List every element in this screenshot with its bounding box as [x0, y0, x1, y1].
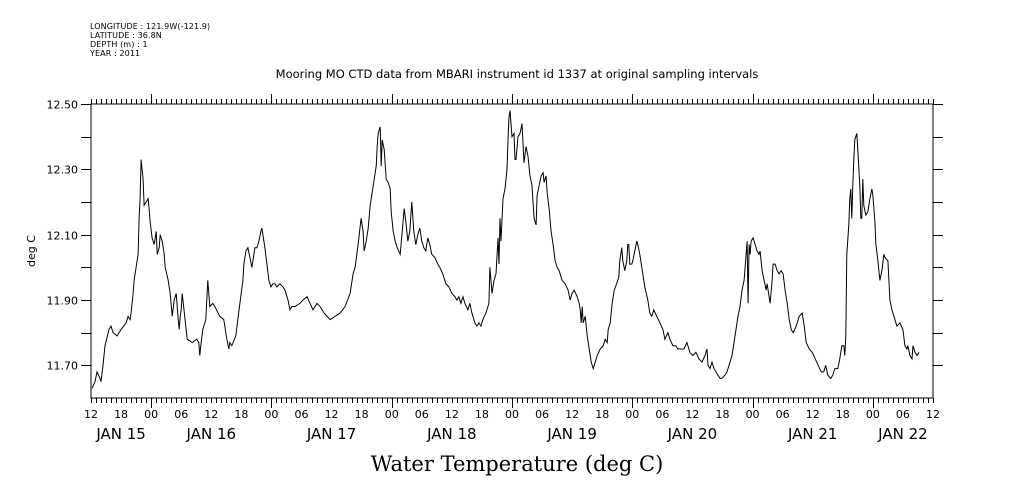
- x-tick-label: 00: [264, 408, 278, 421]
- x-tick-label: 18: [836, 408, 850, 421]
- x-tick-label: 06: [295, 408, 309, 421]
- x-tick-label: 18: [595, 408, 609, 421]
- date-label: JAN 18: [426, 425, 477, 443]
- x-tick-label: 00: [385, 408, 399, 421]
- y-tick-label: 11.90: [47, 295, 79, 308]
- x-tick-label: 12: [806, 408, 820, 421]
- date-label: JAN 22: [877, 425, 928, 443]
- x-tick-label: 12: [445, 408, 459, 421]
- location-metadata: LONGITUDE : 121.9W(-121.9) LATITUDE : 36…: [90, 22, 210, 58]
- x-tick-label: 12: [685, 408, 699, 421]
- tick-marks: [81, 94, 943, 408]
- date-label: JAN 20: [667, 425, 718, 443]
- axes: [90, 103, 934, 399]
- date-label: JAN 19: [546, 425, 597, 443]
- tick-labels: 12.50 12.30 12.10 11.90 11.70 12 18 00 06 12 18 00 0…: [47, 99, 941, 444]
- x-tick-label: 06: [655, 408, 669, 421]
- x-axis-title: Water Temperature (deg C): [370, 452, 664, 476]
- plot-frame: [90, 103, 934, 399]
- y-tick-label: 12.50: [47, 99, 79, 112]
- x-tick-label: 18: [234, 408, 248, 421]
- series-layer: [91, 110, 920, 389]
- date-label: JAN 16: [186, 425, 237, 443]
- x-tick-label: 00: [866, 408, 880, 421]
- latitude-text: LATITUDE : 36.8N: [90, 31, 162, 40]
- x-tick-label: 06: [535, 408, 549, 421]
- x-tick-label: 18: [114, 408, 128, 421]
- year-text: YEAR : 2011: [90, 49, 141, 58]
- chart-title: Mooring MO CTD data from MBARI instrumen…: [275, 67, 759, 81]
- depth-text: DEPTH (m) : 1: [90, 40, 148, 49]
- date-label: JAN 15: [95, 425, 146, 443]
- y-tick-label: 12.10: [47, 230, 79, 243]
- x-tick-label: 00: [625, 408, 639, 421]
- x-tick-label: 12: [565, 408, 579, 421]
- x-tick-label: 18: [355, 408, 369, 421]
- x-tick-label: 06: [415, 408, 429, 421]
- y-tick-label: 11.70: [47, 360, 79, 373]
- x-tick-label: 12: [926, 408, 940, 421]
- y-tick-label: 12.30: [47, 164, 79, 177]
- longitude-text: LONGITUDE : 121.9W(-121.9): [90, 22, 211, 31]
- x-tick-label: 18: [475, 408, 489, 421]
- x-tick-label: 06: [776, 408, 790, 421]
- date-label: JAN 17: [306, 425, 357, 443]
- x-tick-label: 06: [896, 408, 910, 421]
- x-tick-label: 00: [505, 408, 519, 421]
- x-tick-label: 12: [325, 408, 339, 421]
- x-tick-label: 00: [746, 408, 760, 421]
- x-tick-label: 12: [84, 408, 98, 421]
- x-tick-label: 06: [174, 408, 188, 421]
- water-temperature-line: [91, 110, 920, 389]
- x-tick-label: 18: [716, 408, 730, 421]
- x-tick-label: 12: [204, 408, 218, 421]
- y-axis-label: deg C: [25, 235, 38, 267]
- x-tick-label: 00: [144, 408, 158, 421]
- date-label: JAN 21: [787, 425, 838, 443]
